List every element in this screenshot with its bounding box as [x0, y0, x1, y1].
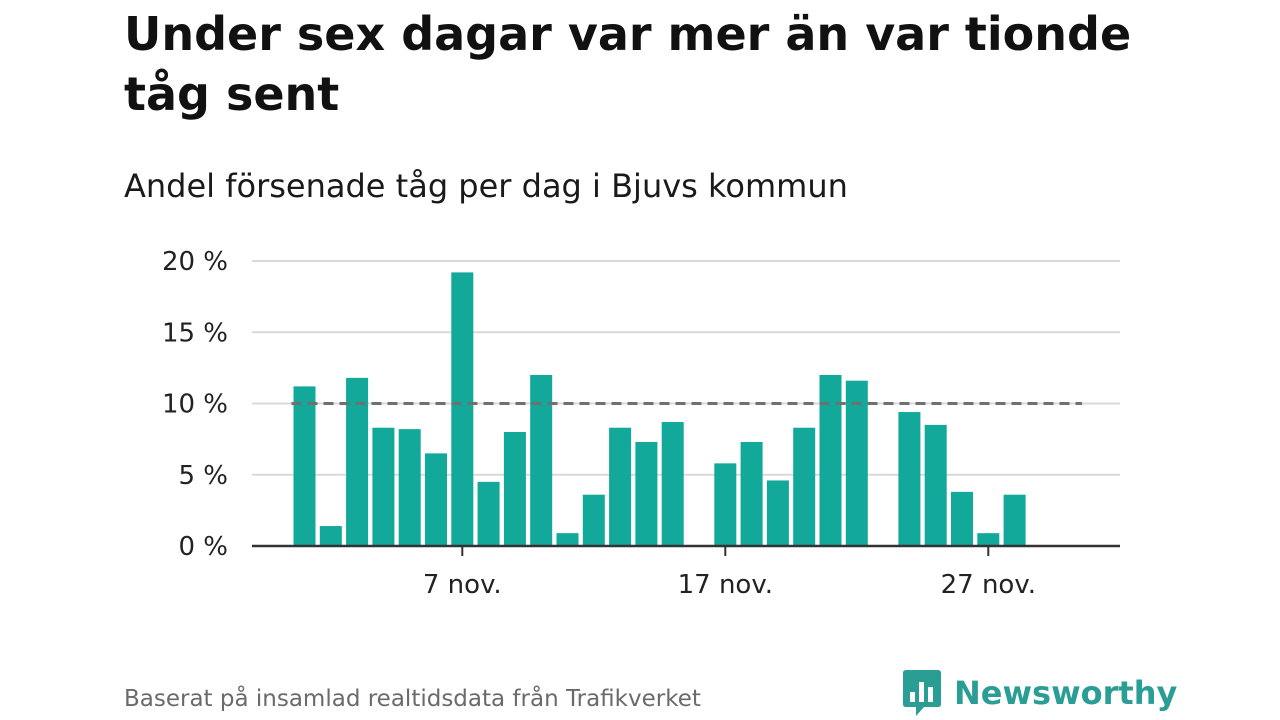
bar: [319, 526, 342, 546]
bar: [1003, 494, 1026, 546]
bar: [346, 377, 369, 546]
bar: [556, 533, 579, 546]
bar: [898, 412, 921, 546]
bar: [845, 380, 868, 546]
y-tick-label: 15 %: [162, 318, 228, 348]
bar: [477, 481, 500, 546]
bar: [372, 427, 395, 546]
y-tick-label: 10 %: [162, 390, 228, 420]
bar: [951, 491, 973, 546]
x-tick-label: 7 nov.: [423, 570, 502, 600]
y-tick-label: 5 %: [178, 461, 228, 491]
bar: [293, 386, 316, 546]
brand-name: Newsworthy: [954, 674, 1178, 712]
y-tick-label: 20 %: [162, 247, 228, 277]
bar: [924, 424, 947, 546]
bar: [793, 427, 816, 546]
source-note: Baserat på insamlad realtidsdata från Tr…: [124, 686, 701, 712]
bar: [819, 375, 842, 546]
bar: [740, 441, 763, 546]
bar: [425, 453, 447, 546]
newsworthy-logo-icon: [903, 670, 941, 716]
x-tick-label: 17 nov.: [678, 570, 773, 600]
x-tick-label: 27 nov.: [941, 570, 1036, 600]
y-tick-label: 0 %: [178, 532, 228, 562]
bar: [714, 463, 737, 546]
chart-subtitle: Andel försenade tåg per dag i Bjuvs komm…: [124, 167, 848, 205]
bar-chart: 0 % 5 % 10 % 15 % 20 % 7 nov. 17 nov. 27 nov.: [162, 247, 1120, 600]
bar: [451, 272, 474, 546]
chart-title: Under sex dagar var mer än var tionde tå…: [124, 7, 1132, 121]
bar: [635, 441, 658, 546]
bar: [398, 429, 421, 546]
bar: [582, 494, 605, 546]
bar: [977, 533, 1000, 546]
bar: [766, 480, 789, 546]
bar: [503, 432, 526, 546]
bar: [530, 375, 553, 546]
bar: [609, 427, 632, 546]
brand-logo: Newsworthy: [902, 668, 1177, 718]
bar: [661, 422, 684, 546]
